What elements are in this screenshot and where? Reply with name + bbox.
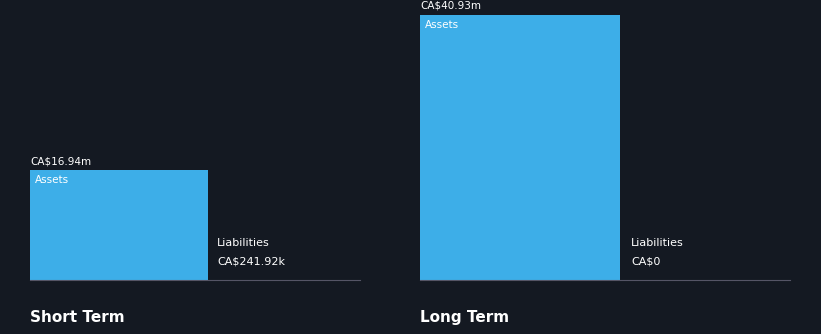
Text: Assets: Assets xyxy=(35,175,69,185)
Text: CA$40.93m: CA$40.93m xyxy=(420,1,481,11)
Text: CA$241.92k: CA$241.92k xyxy=(217,256,285,266)
Text: Liabilities: Liabilities xyxy=(217,238,270,248)
Text: Liabilities: Liabilities xyxy=(631,238,684,248)
Text: Short Term: Short Term xyxy=(30,310,125,325)
Text: CA$16.94m: CA$16.94m xyxy=(30,156,91,166)
Text: CA$0: CA$0 xyxy=(631,256,660,266)
Text: Long Term: Long Term xyxy=(420,310,509,325)
Text: Assets: Assets xyxy=(425,20,459,30)
